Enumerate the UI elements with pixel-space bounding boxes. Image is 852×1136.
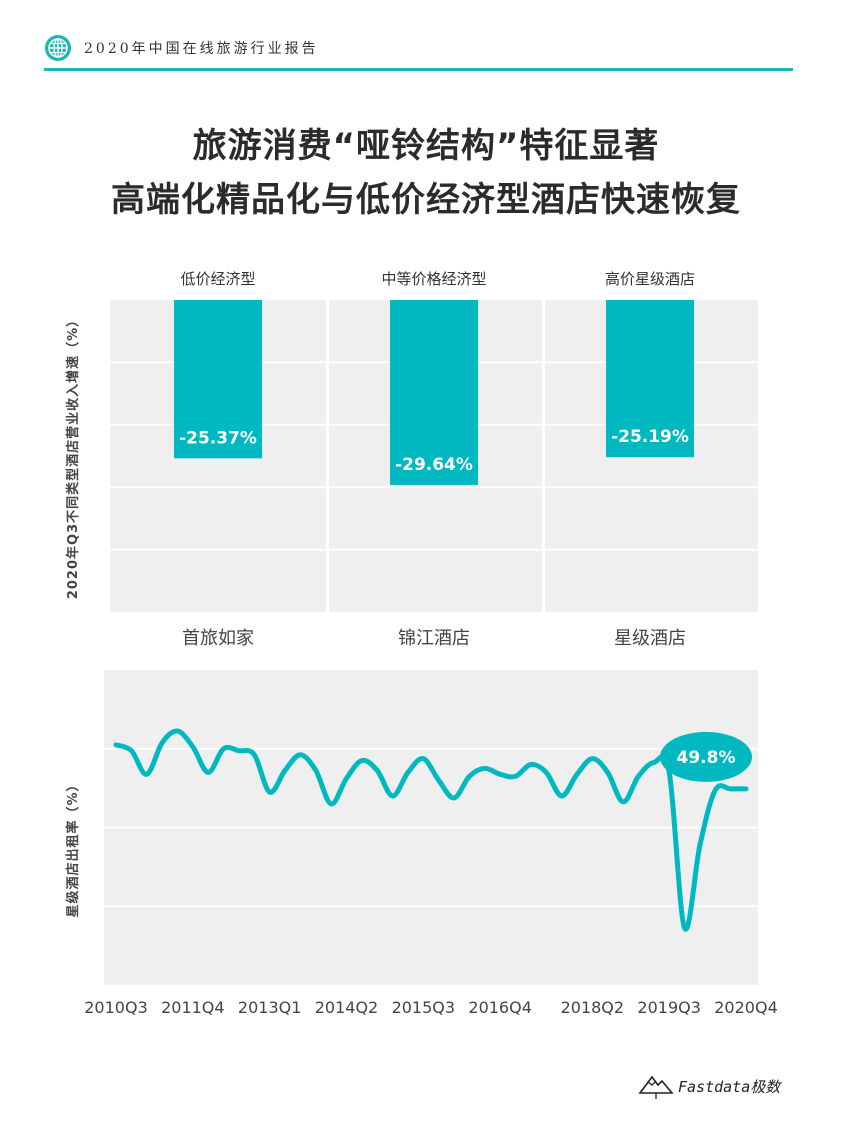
mountain-logo-icon xyxy=(638,1075,674,1099)
line-x-tick-label: 2018Q2 xyxy=(561,998,625,1017)
bar-value-label: -29.64% xyxy=(395,455,473,475)
bar-group-label: 中等价格经济型 xyxy=(381,270,486,288)
report-title: 2020年中国在线旅游行业报告 xyxy=(84,41,319,57)
brand-logo: Fastdata极数 xyxy=(638,1066,788,1106)
brand-name: Fastdata极数 xyxy=(678,1077,781,1096)
headline-line-1: 旅游消费“哑铃结构”特征显著 xyxy=(192,126,660,166)
line-y-axis-label: 星级酒店出租率（%） xyxy=(65,777,81,917)
bar-category-label: 锦江酒店 xyxy=(398,628,470,649)
headline-line-2: 高端化精品化与低价经济型酒店快速恢复 xyxy=(111,180,741,220)
line-chart: 49.8% 2010Q3 2011Q4 2013Q1 2014Q2 2015Q3 2016Q… xyxy=(65,670,778,1017)
bar-category-label: 星级酒店 xyxy=(614,628,686,649)
line-x-tick-label: 2013Q1 xyxy=(238,998,302,1017)
globe-icon xyxy=(45,35,71,61)
bar-2 xyxy=(390,300,478,485)
occupancy-rate-line xyxy=(113,728,749,932)
line-x-tick-label: 2020Q4 xyxy=(714,998,778,1017)
bar-group-label: 低价经济型 xyxy=(180,270,255,288)
bar-value-label: -25.19% xyxy=(611,427,689,447)
line-x-tick-label: 2014Q2 xyxy=(315,998,379,1017)
bar-group-label: 高价星级酒店 xyxy=(605,270,695,288)
line-x-tick-label: 2016Q4 xyxy=(468,998,532,1017)
line-x-tick-label: 2019Q3 xyxy=(637,998,701,1017)
bar-y-axis-label: 2020年Q3不同类型酒店营业收入增速（%） xyxy=(65,313,81,599)
annotation-label: 49.8% xyxy=(677,748,736,768)
line-x-tick-label: 2011Q4 xyxy=(161,998,225,1017)
bar-category-label: 首旅如家 xyxy=(182,628,254,649)
bar-1 xyxy=(174,300,262,459)
header-divider xyxy=(44,68,793,71)
line-x-tick-label: 2010Q3 xyxy=(84,998,148,1017)
bar-3 xyxy=(606,300,694,458)
bar-value-label: -25.37% xyxy=(179,428,257,448)
report-header: 2020年中国在线旅游行业报告 xyxy=(44,33,319,63)
line-x-tick-label: 2015Q3 xyxy=(392,998,456,1017)
annotation-bubble xyxy=(660,731,752,782)
